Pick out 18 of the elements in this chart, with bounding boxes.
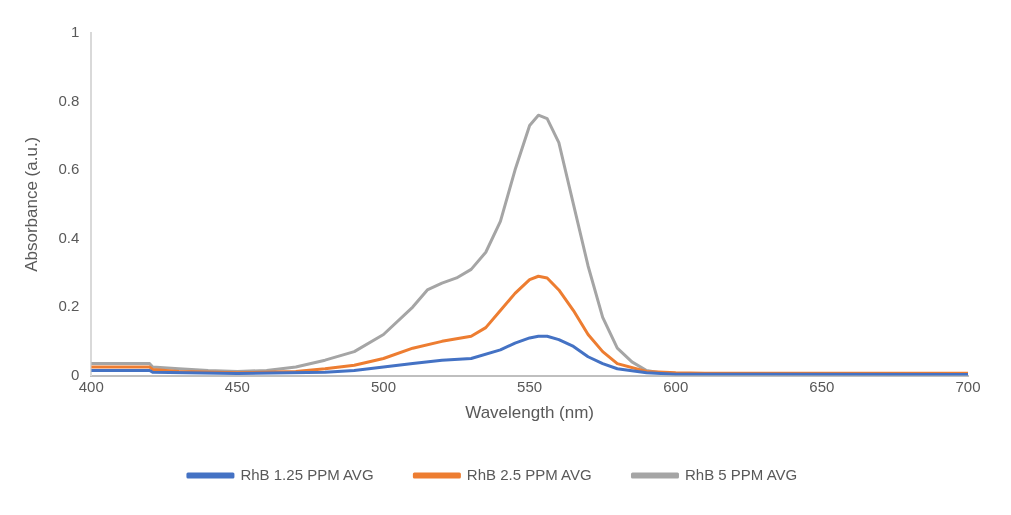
x-tick-label: 500 xyxy=(370,377,397,395)
y-tick-label: 1 xyxy=(70,23,80,41)
legend-label: RhB 1.25 PPM AVG xyxy=(240,465,374,483)
legend-label: RhB 2.5 PPM AVG xyxy=(466,465,592,483)
x-tick-label: 700 xyxy=(955,377,981,395)
y-tick-label: 0.4 xyxy=(58,228,80,246)
x-axis-title: Wavelength (nm) xyxy=(465,403,595,423)
x-tick-label: 400 xyxy=(78,377,104,395)
y-tick-label: 0.8 xyxy=(58,91,80,109)
x-tick-label: 600 xyxy=(663,377,689,395)
x-tick-label: 650 xyxy=(809,377,835,395)
y-tick-label: 0.6 xyxy=(58,160,80,178)
legend-label: RhB 5 PPM AVG xyxy=(684,465,798,483)
x-tick-label: 450 xyxy=(224,377,250,395)
y-tick-label: 0 xyxy=(70,365,80,383)
y-axis-title: Absorbance (a.u.) xyxy=(21,136,41,272)
x-tick-label: 550 xyxy=(517,377,543,395)
y-tick-label: 0.2 xyxy=(58,297,80,315)
